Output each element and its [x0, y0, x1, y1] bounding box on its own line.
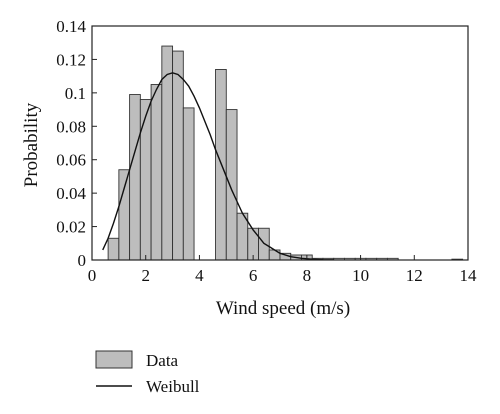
y-tick-label: 0.02	[56, 218, 86, 237]
histogram-bar	[118, 169, 131, 261]
axis-ticks	[91, 25, 469, 261]
weibull-curve	[102, 72, 334, 261]
histogram-bar	[182, 107, 195, 261]
y-tick-label: 0.12	[56, 50, 86, 69]
y-tick-label: 0.14	[56, 17, 86, 36]
y-tick-label: 0.08	[56, 117, 86, 136]
y-tick-label: 0.1	[65, 84, 86, 103]
histogram-bar	[129, 94, 141, 261]
y-tick-label: 0.04	[56, 184, 86, 203]
y-tick-label: 0.06	[56, 151, 86, 170]
x-tick-label: 12	[406, 266, 423, 285]
x-tick-label: 8	[303, 266, 312, 285]
x-axis-label: Wind speed (m/s)	[216, 298, 350, 319]
plot-frame	[91, 25, 469, 261]
histogram-bar	[139, 99, 152, 261]
histogram-bar	[225, 109, 238, 261]
legend-label-weibull: Weibull	[146, 377, 200, 396]
legend-swatch-data	[95, 350, 133, 369]
histogram-bar	[150, 84, 163, 261]
histogram-bars	[107, 45, 464, 261]
x-tick-label: 6	[249, 266, 258, 285]
legend-label-data: Data	[146, 351, 179, 370]
histogram-bar	[107, 237, 120, 261]
x-tick-label: 0	[88, 266, 97, 285]
x-tick-label: 14	[460, 266, 478, 285]
tick-labels: 0 2 4 6 8 10 12 14 0 0.02 0.04 0.06 0.08 0.1 0.12 0.14	[56, 17, 477, 285]
histogram-bar	[268, 249, 281, 261]
histogram-bar	[172, 50, 184, 261]
histogram-bar	[258, 227, 270, 261]
x-tick-label: 4	[195, 266, 204, 285]
y-tick-label: 0	[78, 251, 87, 270]
x-tick-label: 10	[352, 266, 369, 285]
x-tick-label: 2	[141, 266, 150, 285]
legend: Data Weibull	[95, 350, 200, 396]
y-axis-label: Probability	[21, 102, 42, 187]
